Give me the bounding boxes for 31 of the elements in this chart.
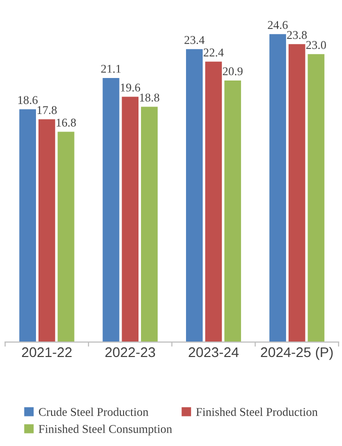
bar	[186, 49, 203, 342]
legend-label: Crude Steel Production	[38, 408, 148, 416]
data-label: 18.8	[140, 94, 160, 102]
bar	[205, 62, 222, 342]
data-label: 19.6	[120, 84, 140, 92]
bar	[58, 132, 74, 342]
bar	[102, 78, 120, 342]
data-label: 17.8	[38, 106, 57, 114]
bar	[38, 119, 56, 342]
data-label: 23.0	[306, 41, 326, 50]
legend-label: Finished Steel Production	[196, 408, 318, 416]
data-label: 16.8	[56, 118, 76, 127]
data-label: 23.4	[184, 36, 205, 44]
bar	[269, 34, 286, 342]
data-label: 21.1	[101, 64, 121, 73]
legend-label: Finished Steel Consumption	[38, 424, 172, 436]
data-label: 22.4	[204, 48, 224, 57]
data-label: 20.9	[222, 67, 243, 76]
data-label: 23.8	[287, 31, 307, 40]
x-tick-label: 2021-22	[22, 347, 72, 358]
bar	[141, 106, 158, 342]
data-label: 24.6	[268, 21, 288, 30]
bar	[19, 109, 36, 342]
x-tick-label: 2023-24	[188, 347, 239, 358]
bar	[224, 80, 242, 342]
bar	[288, 44, 306, 342]
x-tick-label: 2024-25 (P)	[260, 346, 333, 360]
x-tick-label: 2022-23	[105, 347, 156, 358]
bar	[308, 54, 324, 342]
bar	[122, 96, 139, 342]
data-label: 18.6	[18, 96, 38, 104]
